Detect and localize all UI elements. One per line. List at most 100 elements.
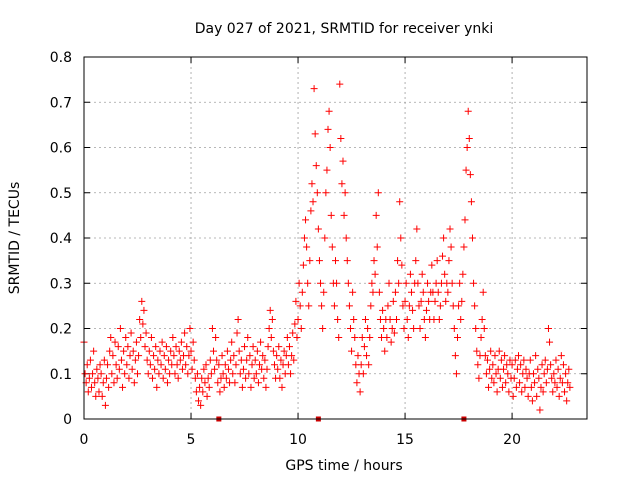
data-point	[232, 361, 240, 369]
data-point	[412, 257, 420, 265]
y-tick-label: 0.5	[50, 186, 72, 202]
data-point	[391, 288, 399, 296]
data-point	[85, 374, 93, 382]
data-point	[372, 211, 380, 219]
data-point	[436, 302, 444, 310]
data-point	[335, 334, 343, 342]
data-point	[488, 374, 496, 382]
data-point	[112, 361, 120, 369]
data-point	[151, 365, 159, 373]
data-point	[303, 243, 311, 251]
data-point	[295, 279, 303, 287]
data-point	[317, 279, 325, 287]
data-point	[414, 279, 422, 287]
data-point	[106, 347, 114, 355]
data-point	[559, 361, 567, 369]
data-point	[110, 379, 118, 387]
data-point	[407, 288, 415, 296]
data-point	[492, 370, 500, 378]
data-point	[389, 297, 397, 305]
data-point	[102, 374, 110, 382]
data-point	[216, 388, 224, 396]
data-point	[549, 388, 557, 396]
data-point	[175, 347, 183, 355]
data-point	[468, 234, 476, 242]
data-point	[318, 302, 326, 310]
data-point	[288, 352, 296, 360]
data-point	[538, 361, 546, 369]
data-point	[497, 356, 505, 364]
data-point	[139, 320, 147, 328]
data-point	[433, 257, 441, 265]
data-point	[204, 374, 212, 382]
data-point	[231, 379, 239, 387]
data-point	[188, 365, 196, 373]
data-point	[220, 383, 228, 391]
data-point	[108, 370, 116, 378]
data-point	[451, 352, 459, 360]
data-point	[482, 370, 490, 378]
data-point	[304, 279, 312, 287]
data-point	[167, 347, 175, 355]
data-point	[207, 370, 215, 378]
data-point	[367, 302, 375, 310]
data-point	[386, 315, 394, 323]
data-point	[330, 302, 338, 310]
data-point	[383, 334, 391, 342]
x-axis-label: GPS time / hours	[285, 458, 402, 474]
data-point	[296, 302, 304, 310]
data-point	[148, 374, 156, 382]
data-point	[268, 315, 276, 323]
data-point	[413, 225, 421, 233]
data-point	[472, 325, 480, 332]
data-point	[485, 383, 493, 391]
data-point	[137, 334, 145, 342]
data-point	[243, 356, 251, 364]
data-point	[196, 383, 204, 391]
data-point	[327, 211, 335, 219]
x-tick-label: 15	[396, 432, 414, 448]
data-point	[169, 334, 177, 342]
data-point	[98, 392, 106, 400]
data-point	[523, 374, 531, 382]
data-point	[455, 302, 463, 310]
data-point	[410, 325, 418, 332]
data-point	[198, 374, 206, 382]
data-point	[290, 356, 298, 364]
data-point	[543, 365, 551, 373]
data-point	[116, 325, 124, 332]
data-point	[122, 334, 130, 342]
data-point	[284, 361, 292, 369]
data-point	[275, 343, 283, 351]
data-point	[358, 334, 366, 342]
data-point	[130, 379, 138, 387]
data-point	[123, 361, 131, 369]
data-point	[298, 288, 306, 296]
data-point	[471, 302, 479, 310]
y-tick-label: 0	[63, 412, 72, 428]
data-point	[323, 166, 331, 174]
data-point	[554, 365, 562, 373]
data-point	[447, 243, 455, 251]
x-tick-label: 20	[503, 432, 521, 448]
x-tick-label: 0	[80, 432, 89, 448]
data-point	[256, 361, 264, 369]
data-point	[259, 352, 267, 360]
data-point	[419, 288, 427, 296]
data-point	[363, 352, 371, 360]
data-point	[524, 392, 532, 400]
data-point	[349, 288, 357, 296]
data-point	[439, 252, 447, 260]
data-point	[535, 374, 543, 382]
data-point	[178, 365, 186, 373]
data-point	[252, 370, 260, 378]
data-point	[470, 279, 478, 287]
data-point	[548, 374, 556, 382]
data-point	[552, 356, 560, 364]
data-point	[84, 388, 92, 396]
data-point	[334, 315, 342, 323]
data-point	[183, 343, 191, 351]
data-point	[396, 198, 404, 206]
data-point	[540, 370, 548, 378]
data-point	[300, 234, 308, 242]
